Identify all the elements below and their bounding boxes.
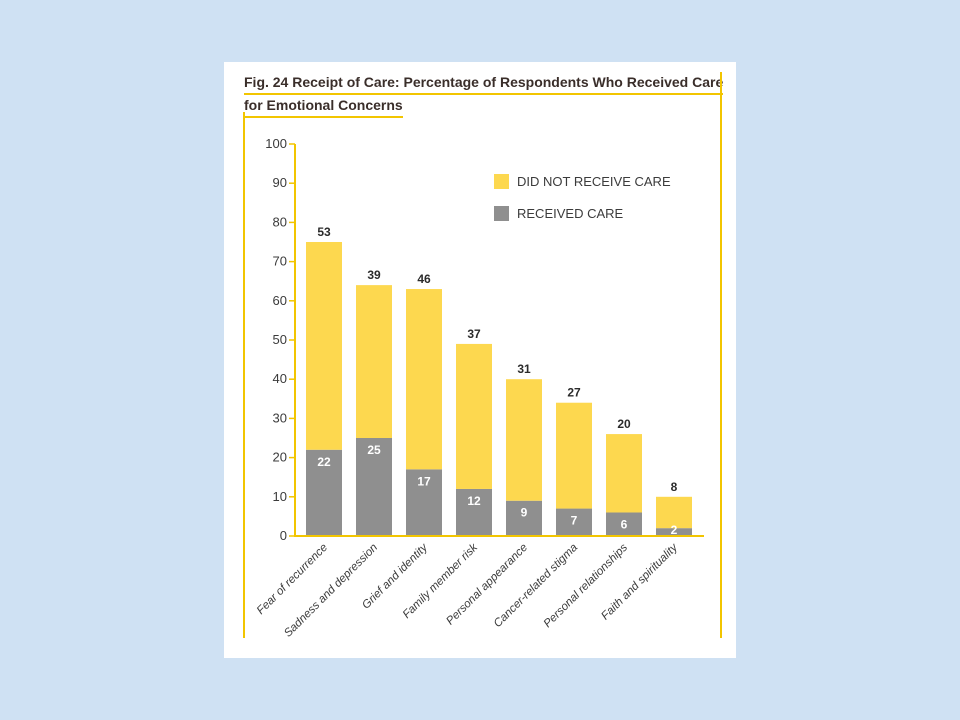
bar-top-label: 8 [671, 480, 678, 494]
chart-title-line-1: Fig. 24 Receipt of Care: Percentage of R… [244, 73, 724, 95]
y-tick-label: 100 [265, 136, 287, 151]
y-tick-label: 50 [273, 332, 287, 347]
bar-top-label: 53 [317, 225, 331, 239]
bar-inner-label: 17 [417, 474, 431, 488]
bar-not-received [356, 285, 392, 438]
bar-not-received [456, 343, 492, 489]
bar-received [456, 488, 492, 536]
bar-received [406, 469, 442, 536]
bar-inner-label: 2 [671, 523, 678, 537]
y-tick-label: 30 [273, 410, 287, 425]
chart-title: Fig. 24 Receipt of Care: Percentage of R… [244, 72, 724, 118]
bar-inner-label: 12 [467, 494, 481, 508]
bar-received [606, 512, 642, 536]
bar-top-label: 31 [517, 362, 531, 376]
legend-swatch [494, 174, 509, 189]
bar-top-label: 37 [467, 327, 481, 341]
bar-not-received [656, 496, 692, 529]
legend-swatch [494, 206, 509, 221]
bar-not-received [406, 289, 442, 470]
bar-not-received [556, 402, 592, 509]
bar-received [306, 449, 342, 536]
bar-inner-label: 9 [521, 506, 528, 520]
bar-received [356, 438, 392, 536]
bar-top-label: 39 [367, 268, 381, 282]
bar-inner-label: 7 [571, 514, 578, 528]
bar-top-label: 46 [417, 272, 431, 286]
bar-inner-label: 6 [621, 517, 628, 531]
y-tick-label: 0 [280, 528, 287, 543]
bar-inner-label: 22 [317, 455, 331, 469]
y-tick-label: 60 [273, 293, 287, 308]
bar-received [506, 500, 542, 536]
y-tick-label: 20 [273, 450, 287, 465]
bar-received [556, 508, 592, 536]
legend-label: DID NOT RECEIVE CARE [517, 174, 671, 189]
x-tick-label: Cancer-related stigma [492, 542, 580, 630]
legend-label: RECEIVED CARE [517, 206, 624, 221]
x-tick-label: Personal relationships [542, 541, 631, 630]
bar-not-received [506, 379, 542, 501]
bar-not-received [606, 434, 642, 513]
bar-not-received [306, 242, 342, 450]
bar-received [656, 528, 692, 536]
y-tick-label: 70 [273, 254, 287, 269]
figure-card: Fig. 24 Receipt of Care: Percentage of R… [224, 62, 736, 658]
bar-inner-label: 25 [367, 443, 381, 457]
chart-title-line-2: for Emotional Concerns [244, 96, 403, 118]
x-tick-label: Personal appearance [444, 542, 530, 628]
bar-top-label: 27 [567, 386, 581, 400]
y-tick-label: 40 [273, 371, 287, 386]
y-tick-label: 90 [273, 175, 287, 190]
y-tick-label: 10 [273, 489, 287, 504]
y-tick-label: 80 [273, 214, 287, 229]
bar-top-label: 20 [617, 417, 631, 431]
x-tick-label: Sadness and depression [282, 542, 380, 640]
